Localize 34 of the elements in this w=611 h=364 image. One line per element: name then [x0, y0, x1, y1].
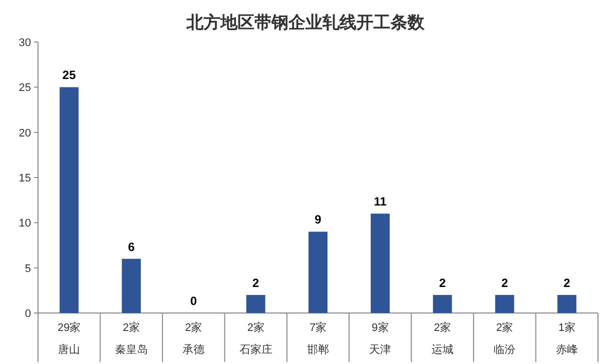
- x-tick-label: 2家秦皇岛: [114, 321, 148, 356]
- x-tick-label: 9家天津: [369, 321, 392, 356]
- y-tick-label: 5: [24, 262, 31, 275]
- x-tick-label: 29家唐山: [57, 321, 81, 356]
- bar: [557, 294, 576, 313]
- bar: [246, 294, 266, 313]
- data-label: 25: [62, 68, 76, 82]
- y-tick-label: 20: [18, 127, 31, 140]
- data-label: 0: [190, 294, 198, 308]
- bar: [308, 232, 328, 313]
- data-label: 6: [128, 240, 135, 254]
- y-tick-label: 15: [18, 172, 31, 184]
- y-tick-label: 25: [18, 82, 31, 94]
- y-tick-label: 10: [18, 218, 31, 230]
- bar: [370, 214, 390, 313]
- x-tick-label: 2家承德: [182, 321, 205, 356]
- bar: [122, 258, 141, 313]
- chart-title: 北方地区带钢企业轧线开工条数: [186, 13, 426, 32]
- x-tick-label: 2家石家庄: [239, 321, 272, 356]
- data-label: 2: [564, 276, 571, 290]
- data-label: 2: [439, 276, 446, 290]
- x-tick-label: 2家临汾: [494, 321, 516, 356]
- y-tick-label: 30: [18, 37, 31, 49]
- x-tick-label: 7家邯郸: [307, 321, 329, 356]
- bar: [432, 294, 452, 313]
- x-tick-label: 2家运城: [431, 321, 454, 356]
- bar: [60, 87, 79, 313]
- data-label: 2: [501, 276, 508, 290]
- data-label: 9: [314, 212, 322, 227]
- x-tick-label: 1家赤峰: [556, 321, 578, 356]
- data-label: 11: [374, 194, 387, 209]
- bar: [495, 294, 514, 313]
- data-label: 2: [252, 276, 260, 290]
- y-tick-label: 0: [24, 308, 31, 320]
